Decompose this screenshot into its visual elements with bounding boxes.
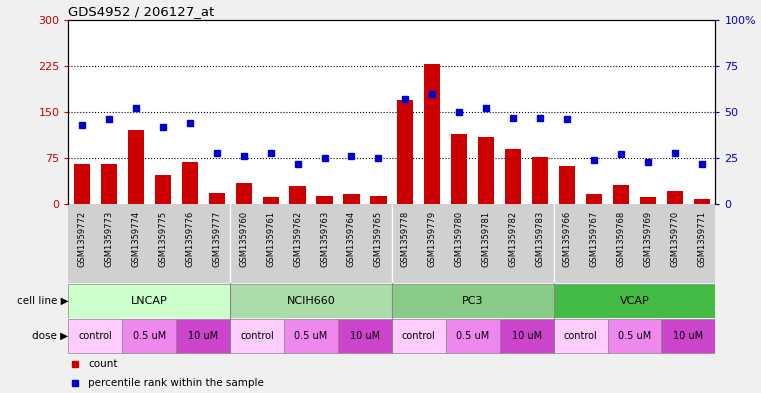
Text: 10 uM: 10 uM bbox=[188, 331, 218, 341]
Text: 10 uM: 10 uM bbox=[350, 331, 380, 341]
Text: GSM1359768: GSM1359768 bbox=[616, 211, 626, 267]
Bar bbox=[446, 319, 500, 353]
Text: VCAP: VCAP bbox=[619, 296, 649, 306]
Bar bbox=[586, 194, 602, 204]
Text: GSM1359772: GSM1359772 bbox=[78, 211, 87, 267]
Bar bbox=[74, 164, 90, 204]
Bar bbox=[182, 162, 198, 204]
Text: GSM1359777: GSM1359777 bbox=[212, 211, 221, 267]
Bar bbox=[607, 319, 661, 353]
Text: GSM1359779: GSM1359779 bbox=[428, 211, 437, 267]
Bar bbox=[317, 196, 333, 204]
Text: GSM1359776: GSM1359776 bbox=[185, 211, 194, 267]
Text: GSM1359778: GSM1359778 bbox=[401, 211, 410, 267]
Text: 0.5 uM: 0.5 uM bbox=[618, 331, 651, 341]
Text: GSM1359782: GSM1359782 bbox=[508, 211, 517, 267]
Text: control: control bbox=[78, 331, 113, 341]
Text: 10 uM: 10 uM bbox=[673, 331, 703, 341]
Bar bbox=[236, 183, 252, 204]
Bar bbox=[263, 197, 279, 204]
Text: GSM1359770: GSM1359770 bbox=[670, 211, 680, 267]
Text: GSM1359769: GSM1359769 bbox=[644, 211, 652, 267]
Bar bbox=[284, 319, 338, 353]
Text: control: control bbox=[564, 331, 597, 341]
Text: count: count bbox=[88, 358, 117, 369]
Bar bbox=[397, 100, 413, 204]
Bar bbox=[532, 157, 548, 204]
Bar bbox=[554, 319, 607, 353]
Bar bbox=[424, 64, 441, 204]
Text: GSM1359767: GSM1359767 bbox=[590, 211, 599, 267]
Text: GSM1359781: GSM1359781 bbox=[482, 211, 491, 267]
Bar bbox=[128, 130, 144, 204]
Text: GSM1359766: GSM1359766 bbox=[562, 211, 572, 267]
Text: 10 uM: 10 uM bbox=[511, 331, 542, 341]
Bar bbox=[661, 319, 715, 353]
Text: GSM1359764: GSM1359764 bbox=[347, 211, 356, 267]
Text: 0.5 uM: 0.5 uM bbox=[456, 331, 489, 341]
Bar bbox=[123, 319, 177, 353]
Bar bbox=[68, 284, 230, 318]
Bar bbox=[667, 191, 683, 204]
Bar bbox=[392, 284, 553, 318]
Bar bbox=[68, 319, 123, 353]
Bar bbox=[289, 186, 306, 204]
Bar bbox=[209, 193, 224, 204]
Text: GSM1359761: GSM1359761 bbox=[266, 211, 275, 267]
Text: NCIH660: NCIH660 bbox=[287, 296, 336, 306]
Text: LNCAP: LNCAP bbox=[131, 296, 167, 306]
Text: GSM1359763: GSM1359763 bbox=[320, 211, 329, 267]
Bar bbox=[505, 149, 521, 204]
Bar bbox=[392, 319, 446, 353]
Bar bbox=[230, 319, 284, 353]
Bar bbox=[694, 199, 710, 204]
Bar bbox=[154, 175, 171, 204]
Text: GSM1359762: GSM1359762 bbox=[293, 211, 302, 267]
Text: percentile rank within the sample: percentile rank within the sample bbox=[88, 378, 264, 388]
Bar bbox=[500, 319, 554, 353]
Text: PC3: PC3 bbox=[462, 296, 483, 306]
Bar bbox=[338, 319, 392, 353]
Text: control: control bbox=[402, 331, 436, 341]
Bar bbox=[613, 185, 629, 204]
Text: GSM1359773: GSM1359773 bbox=[104, 211, 113, 267]
Text: 0.5 uM: 0.5 uM bbox=[132, 331, 166, 341]
Bar bbox=[478, 137, 495, 204]
Text: GSM1359775: GSM1359775 bbox=[158, 211, 167, 267]
Text: GSM1359780: GSM1359780 bbox=[455, 211, 463, 267]
Text: 0.5 uM: 0.5 uM bbox=[295, 331, 328, 341]
Bar bbox=[554, 284, 715, 318]
Bar bbox=[640, 197, 656, 204]
Bar bbox=[343, 194, 359, 204]
Text: control: control bbox=[240, 331, 274, 341]
Text: GSM1359783: GSM1359783 bbox=[536, 211, 545, 267]
Text: GDS4952 / 206127_at: GDS4952 / 206127_at bbox=[68, 6, 215, 18]
Bar bbox=[100, 164, 117, 204]
Bar bbox=[177, 319, 230, 353]
Text: GSM1359774: GSM1359774 bbox=[132, 211, 140, 267]
Bar bbox=[451, 134, 467, 204]
Text: GSM1359760: GSM1359760 bbox=[239, 211, 248, 267]
Text: cell line ▶: cell line ▶ bbox=[17, 296, 68, 306]
Text: GSM1359765: GSM1359765 bbox=[374, 211, 383, 267]
Text: dose ▶: dose ▶ bbox=[33, 331, 68, 341]
Bar bbox=[230, 284, 392, 318]
Bar bbox=[371, 196, 387, 204]
Bar bbox=[559, 166, 575, 204]
Text: GSM1359771: GSM1359771 bbox=[697, 211, 706, 267]
